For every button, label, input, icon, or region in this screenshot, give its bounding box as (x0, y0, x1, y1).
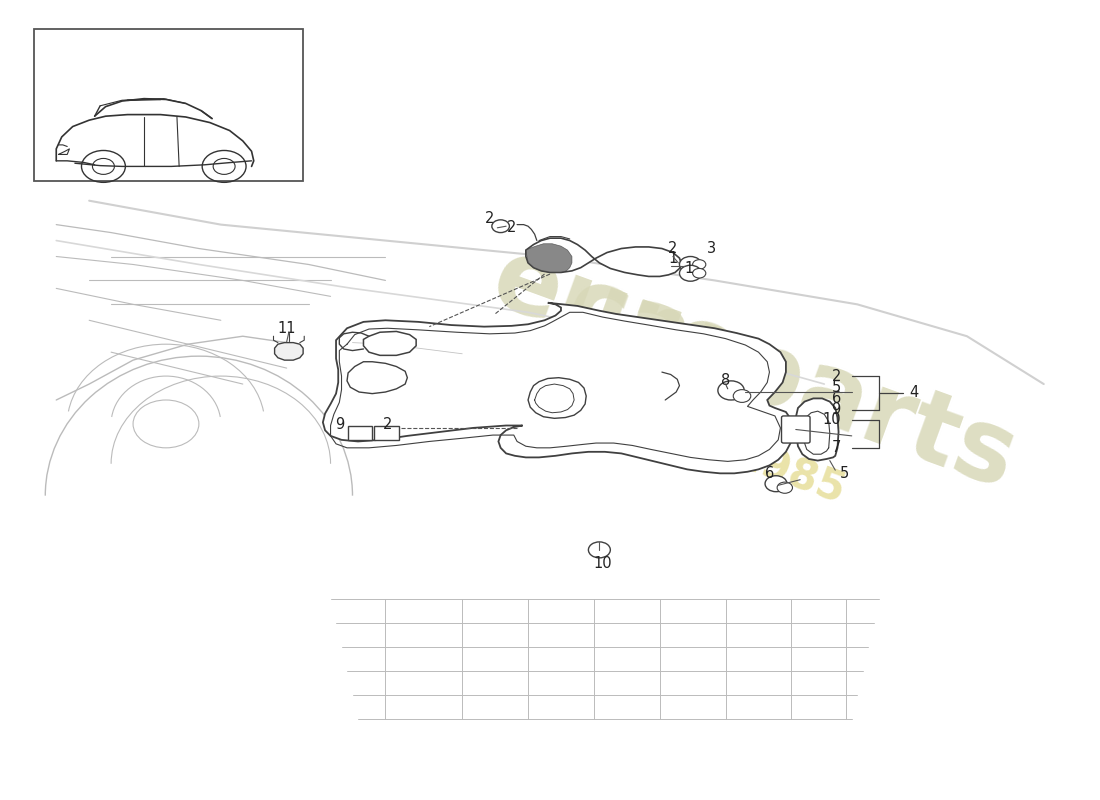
Text: 6: 6 (764, 466, 774, 481)
Text: 2: 2 (832, 369, 840, 383)
Circle shape (693, 269, 706, 278)
Text: 7: 7 (832, 440, 840, 455)
Text: 5: 5 (839, 466, 849, 481)
Text: carparts: carparts (553, 258, 1030, 510)
FancyBboxPatch shape (374, 426, 398, 440)
Text: 4: 4 (910, 386, 918, 400)
Circle shape (734, 390, 751, 402)
Polygon shape (795, 398, 838, 461)
FancyBboxPatch shape (781, 416, 810, 443)
Circle shape (693, 260, 706, 270)
Circle shape (777, 482, 792, 494)
Text: 11: 11 (277, 321, 296, 336)
Text: 2: 2 (668, 241, 678, 256)
Polygon shape (526, 238, 682, 277)
Polygon shape (323, 302, 793, 474)
Text: 9: 9 (832, 402, 840, 417)
Circle shape (718, 381, 745, 400)
Text: 1: 1 (684, 261, 694, 276)
Text: euro: euro (478, 230, 754, 410)
Text: 2: 2 (485, 210, 494, 226)
Text: 8: 8 (720, 373, 730, 387)
Text: 9: 9 (334, 418, 344, 432)
FancyBboxPatch shape (34, 30, 304, 181)
Circle shape (680, 266, 702, 282)
Text: since 1985: since 1985 (601, 385, 851, 510)
Polygon shape (363, 331, 416, 355)
Text: 10: 10 (593, 556, 612, 571)
Text: 10: 10 (822, 413, 840, 427)
Text: 1: 1 (669, 251, 678, 266)
Polygon shape (528, 378, 586, 418)
Text: 5: 5 (832, 380, 840, 394)
Polygon shape (526, 244, 572, 273)
Text: 6: 6 (832, 391, 840, 406)
Circle shape (766, 476, 786, 492)
Circle shape (133, 400, 199, 448)
Polygon shape (275, 342, 304, 360)
Text: 2: 2 (507, 220, 516, 235)
FancyBboxPatch shape (348, 426, 372, 440)
Text: 3: 3 (706, 241, 716, 256)
Circle shape (492, 220, 509, 233)
Text: 2: 2 (383, 418, 393, 432)
Circle shape (588, 542, 610, 558)
Circle shape (680, 257, 702, 273)
Polygon shape (346, 362, 407, 394)
